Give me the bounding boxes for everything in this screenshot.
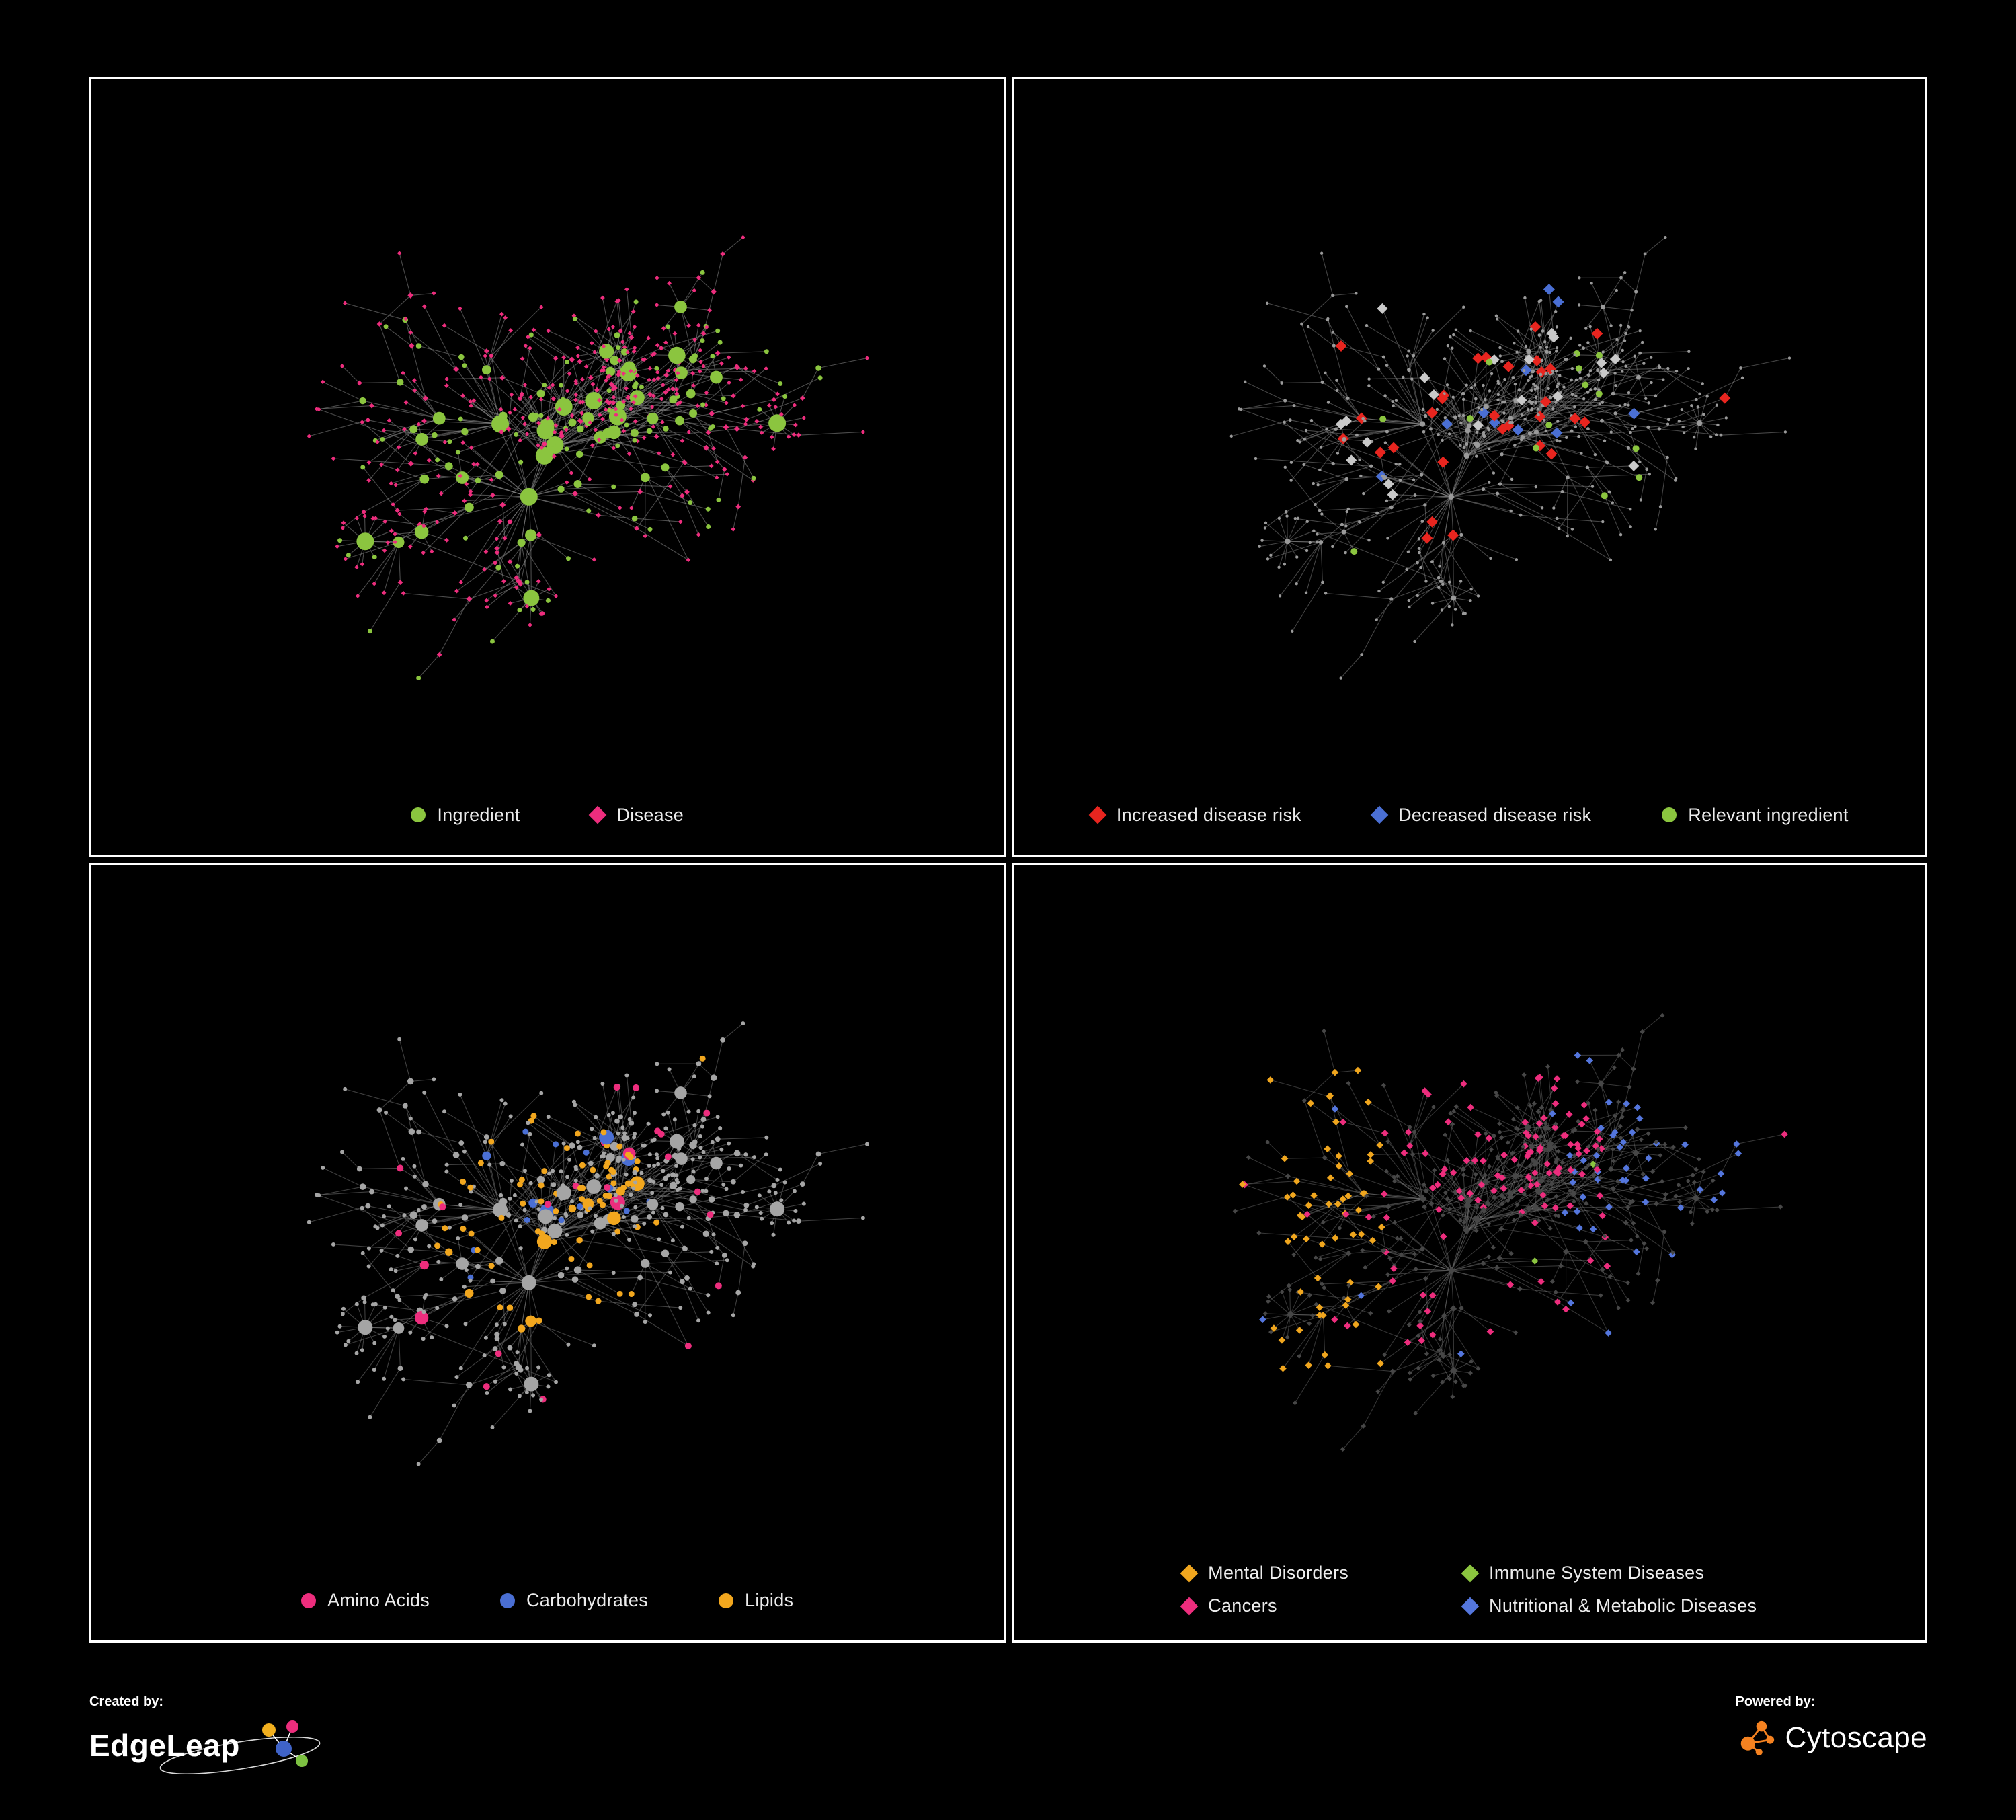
network-nodes — [1232, 1013, 1788, 1452]
legend-item-amino-acids: Amino Acids — [301, 1590, 430, 1611]
network-area-ingredient-disease — [91, 79, 1004, 794]
legend-marker-diamond — [1461, 1597, 1480, 1615]
edgeleap-logo: EdgeLeap — [89, 1716, 321, 1775]
cytoscape-credit: Powered by: Cytoscape — [1736, 1694, 1927, 1759]
network-graph — [1232, 1013, 1788, 1452]
network-nodes — [1229, 235, 1791, 680]
network-graph — [1229, 235, 1791, 680]
footer: Created by: EdgeLeap Powere — [89, 1694, 1927, 1775]
legend-label: Increased disease risk — [1116, 804, 1302, 825]
created-by-label: Created by: — [89, 1694, 164, 1709]
network-graph — [307, 235, 870, 681]
network-area-disease-risk — [1014, 79, 1926, 794]
legend-label: Nutritional & Metabolic Diseases — [1489, 1595, 1757, 1616]
legend-item-nutritional-metabolic-diseases: Nutritional & Metabolic Diseases — [1461, 1595, 1757, 1616]
legend-marker-diamond — [1180, 1564, 1199, 1582]
legend-marker-diamond — [1180, 1597, 1199, 1615]
panel-nutrients: Amino Acids Carbohydrates Lipids — [89, 863, 1006, 1643]
legend-label: Ingredient — [437, 804, 520, 825]
legend-label: Mental Disorders — [1208, 1562, 1349, 1583]
legend-label: Disease — [616, 804, 684, 825]
legend-item-relevant-ingredient: Relevant ingredient — [1662, 805, 1848, 826]
legend-item-mental-disorders: Mental Disorders — [1180, 1562, 1349, 1583]
legend-marker-circle — [301, 1593, 317, 1608]
legend-marker-diamond — [1088, 805, 1107, 824]
network-area-nutrients — [91, 865, 1004, 1580]
legend-marker-circle — [719, 1593, 733, 1608]
network-edges — [1230, 237, 1790, 679]
legend-item-ingredient: Ingredient — [411, 805, 520, 826]
panel-disease-risk: Increased disease risk Decreased disease … — [1011, 77, 1927, 857]
network-edges — [1234, 1015, 1785, 1450]
legend-marker-circle — [500, 1593, 515, 1608]
network-edges — [309, 1023, 868, 1464]
network-nodes — [307, 235, 870, 681]
network-edges — [309, 237, 868, 679]
network-graph — [307, 1021, 869, 1466]
legend-label: Decreased disease risk — [1398, 804, 1592, 825]
legend-label: Lipids — [745, 1590, 794, 1610]
legend-label: Immune System Diseases — [1489, 1562, 1705, 1583]
cytoscape-wordmark: Cytoscape — [1785, 1721, 1927, 1754]
legend-item-carbohydrates: Carbohydrates — [500, 1590, 648, 1611]
legend-label: Amino Acids — [327, 1590, 430, 1610]
legend-item-increased-disease-risk: Increased disease risk — [1088, 804, 1302, 826]
legend-item-immune-system-diseases: Immune System Diseases — [1461, 1562, 1757, 1583]
panel-ingredient-disease: Ingredient Disease — [89, 77, 1006, 857]
legend-item-cancers: Cancers — [1180, 1595, 1348, 1616]
legend-marker-diamond — [1370, 805, 1389, 824]
legend-nutrients: Amino Acids Carbohydrates Lipids — [91, 1579, 1004, 1640]
panel-disease-categories: Mental Disorders Immune System Diseases Ca… — [1011, 863, 1927, 1643]
edgeleap-credit: Created by: EdgeLeap — [89, 1694, 321, 1775]
legend-label: Cancers — [1208, 1595, 1277, 1616]
powered-by-label: Powered by: — [1735, 1694, 1816, 1709]
legend-disease-categories: Mental Disorders Immune System Diseases Ca… — [1014, 1557, 1926, 1640]
legend-item-disease: Disease — [589, 804, 684, 826]
legend-ingredient-disease: Ingredient Disease — [91, 794, 1004, 855]
legend-marker-circle — [1662, 807, 1677, 822]
legend-item-lipids: Lipids — [719, 1590, 793, 1611]
legend-label: Relevant ingredient — [1688, 804, 1849, 825]
edgeleap-wordmark: EdgeLeap — [89, 1728, 240, 1763]
legend-marker-diamond — [1461, 1564, 1480, 1582]
cytoscape-network-icon — [1740, 1720, 1774, 1756]
legend-label: Carbohydrates — [526, 1590, 648, 1610]
network-nodes — [307, 1021, 869, 1466]
network-area-disease-categories — [1014, 865, 1926, 1558]
panel-grid: Ingredient Disease Increased disease risk… — [89, 77, 1927, 1643]
edgeleap-molecule-icon — [159, 1720, 321, 1775]
cytoscape-logo: Cytoscape — [1736, 1716, 1927, 1759]
legend-marker-circle — [411, 807, 426, 822]
legend-disease-risk: Increased disease risk Decreased disease … — [1014, 794, 1926, 855]
legend-marker-diamond — [589, 805, 607, 824]
legend-item-decreased-disease-risk: Decreased disease risk — [1370, 804, 1592, 826]
